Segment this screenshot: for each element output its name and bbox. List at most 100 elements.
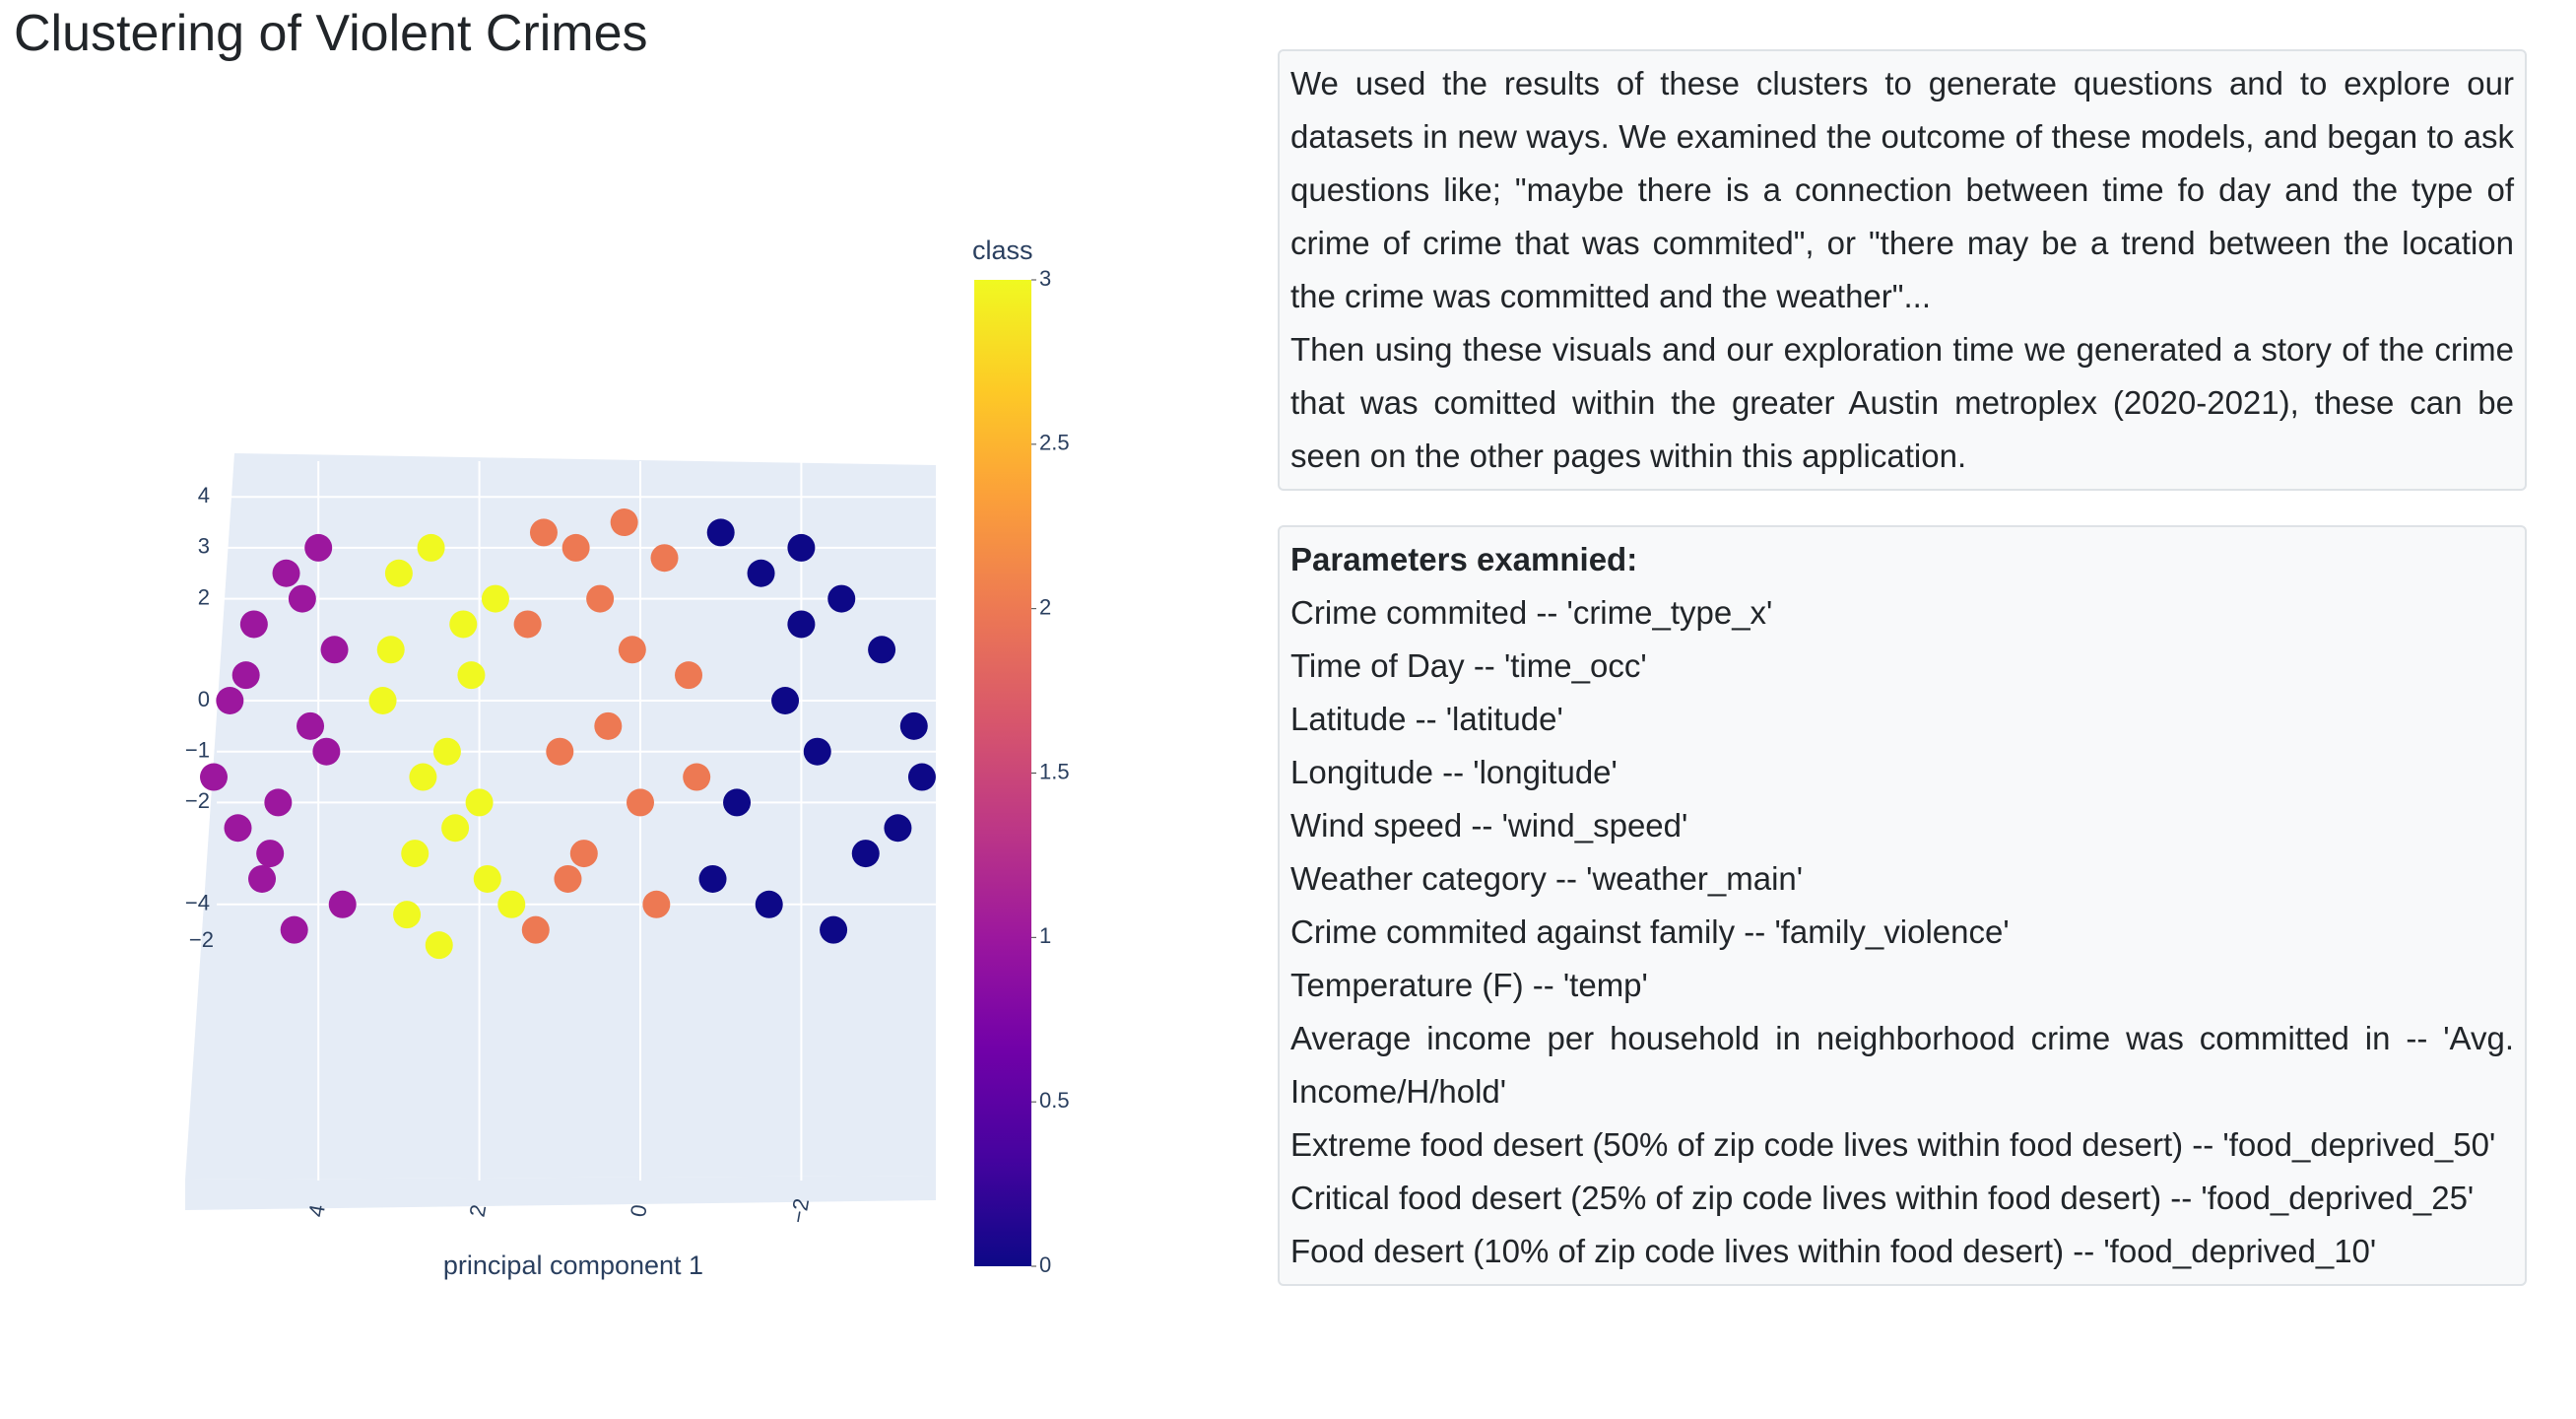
data-point	[272, 559, 300, 587]
parameter-item: Longitude -- 'longitude'	[1290, 754, 1618, 790]
data-point	[787, 610, 816, 639]
parameters-box: Parameters examnied: Crime commited -- '…	[1278, 525, 2527, 1286]
data-point	[384, 559, 413, 587]
page-title: Clustering of Violent Crimes	[14, 5, 648, 62]
parameter-item: Crime commited -- 'crime_type_x'	[1290, 594, 1773, 631]
data-point	[618, 636, 646, 664]
data-point	[675, 661, 703, 690]
z-tick-label: 2	[198, 584, 210, 609]
data-point	[747, 559, 775, 587]
z-tick-label: −1	[185, 738, 210, 763]
x-tick-label: −2	[785, 1196, 814, 1225]
z-tick-label: −4	[185, 891, 210, 915]
data-point	[393, 901, 422, 929]
colorbar-tick-label: 1.5	[1039, 759, 1070, 783]
data-point	[264, 788, 293, 817]
parameter-item: Latitude -- 'latitude'	[1290, 701, 1563, 737]
data-point	[569, 840, 598, 868]
x-tick-label: 0	[626, 1203, 652, 1219]
data-point	[320, 636, 349, 664]
parameter-item: Food desert (10% of zip code lives withi…	[1290, 1233, 2377, 1269]
data-point	[280, 915, 308, 944]
data-point	[529, 518, 558, 547]
colorbar-tick-label: 3	[1039, 266, 1051, 291]
data-point	[376, 636, 405, 664]
data-point	[820, 915, 848, 944]
data-point	[248, 864, 277, 893]
description-paragraph: We used the results of these clusters to…	[1290, 65, 2514, 314]
data-point	[513, 610, 542, 639]
parameter-item: Wind speed -- 'wind_speed'	[1290, 807, 1688, 844]
data-point	[561, 533, 590, 562]
data-point	[216, 687, 244, 714]
parameter-item: Critical food desert (25% of zip code li…	[1290, 1180, 2475, 1216]
x-tick-label: 4	[303, 1203, 330, 1219]
data-point	[224, 814, 252, 843]
x-tick-label: 2	[465, 1203, 492, 1219]
data-point	[884, 814, 912, 843]
data-point	[755, 890, 783, 918]
data-point	[368, 687, 397, 714]
data-point	[546, 737, 574, 766]
parameter-item: Crime commited against family -- 'family…	[1290, 913, 2010, 950]
data-point	[627, 788, 654, 817]
data-point	[827, 584, 856, 613]
data-point	[449, 610, 478, 639]
data-point	[432, 737, 461, 766]
parameter-item: Average income per household in neighbor…	[1290, 1020, 2514, 1110]
data-point	[851, 840, 880, 868]
data-point	[706, 518, 735, 547]
data-point	[465, 788, 494, 817]
colorbar-tick-label: 2.5	[1039, 431, 1070, 455]
data-point	[297, 711, 325, 740]
z-tick-label: 4	[198, 483, 210, 507]
chart: 4 2 0 −2 principal component 1 4 3 2 0 −1 −2 −4 −2 cl…	[185, 236, 1070, 1280]
parameter-item: Weather category -- 'weather_main'	[1290, 860, 1804, 897]
data-point	[642, 890, 671, 918]
data-point	[554, 864, 582, 893]
data-point	[610, 508, 638, 537]
data-point	[787, 533, 816, 562]
data-point	[473, 864, 501, 893]
colorbar-tick-label: 2	[1039, 594, 1051, 619]
plot-background	[185, 453, 936, 1180]
description-paragraph: Then using these visuals and our explora…	[1290, 331, 2514, 474]
data-point	[239, 610, 268, 639]
data-point	[457, 661, 486, 690]
data-point	[328, 890, 357, 918]
chart-card: 4 2 0 −2 principal component 1 4 3 2 0 −1 −2 −4 −2 cl…	[30, 97, 1098, 1414]
description-box: We used the results of these clusters to…	[1278, 49, 2527, 491]
data-point	[497, 890, 526, 918]
plot-floor	[185, 1176, 936, 1210]
parameter-item: Extreme food desert (50% of zip code liv…	[1290, 1126, 2496, 1163]
parameter-item: Temperature (F) -- 'temp'	[1290, 967, 1648, 1003]
data-point	[899, 711, 928, 740]
data-point	[481, 584, 509, 613]
colorbar-tick-label: 0.5	[1039, 1088, 1070, 1113]
colorbar-tick-label: 1	[1039, 923, 1051, 948]
x-axis-title: principal component 1	[443, 1250, 703, 1280]
colorbar-title: class	[972, 236, 1033, 265]
data-point	[771, 687, 800, 714]
parameters-heading: Parameters examnied:	[1290, 541, 1638, 577]
data-point	[723, 788, 752, 817]
data-point	[594, 711, 623, 740]
data-point	[425, 931, 453, 960]
z-tick-label: 3	[198, 534, 210, 559]
data-point	[256, 840, 285, 868]
data-point	[907, 763, 936, 791]
data-point	[401, 840, 429, 868]
data-point	[312, 737, 341, 766]
data-point	[521, 915, 550, 944]
z-tick-label: 0	[198, 687, 210, 711]
data-point	[304, 533, 333, 562]
colorbar	[974, 280, 1031, 1266]
data-point	[199, 763, 228, 791]
data-point	[803, 737, 831, 766]
data-point	[683, 763, 711, 791]
data-point	[288, 584, 316, 613]
colorbar-tick-label: 0	[1039, 1252, 1051, 1277]
data-point	[586, 584, 615, 613]
data-point	[417, 533, 445, 562]
data-point	[698, 864, 727, 893]
